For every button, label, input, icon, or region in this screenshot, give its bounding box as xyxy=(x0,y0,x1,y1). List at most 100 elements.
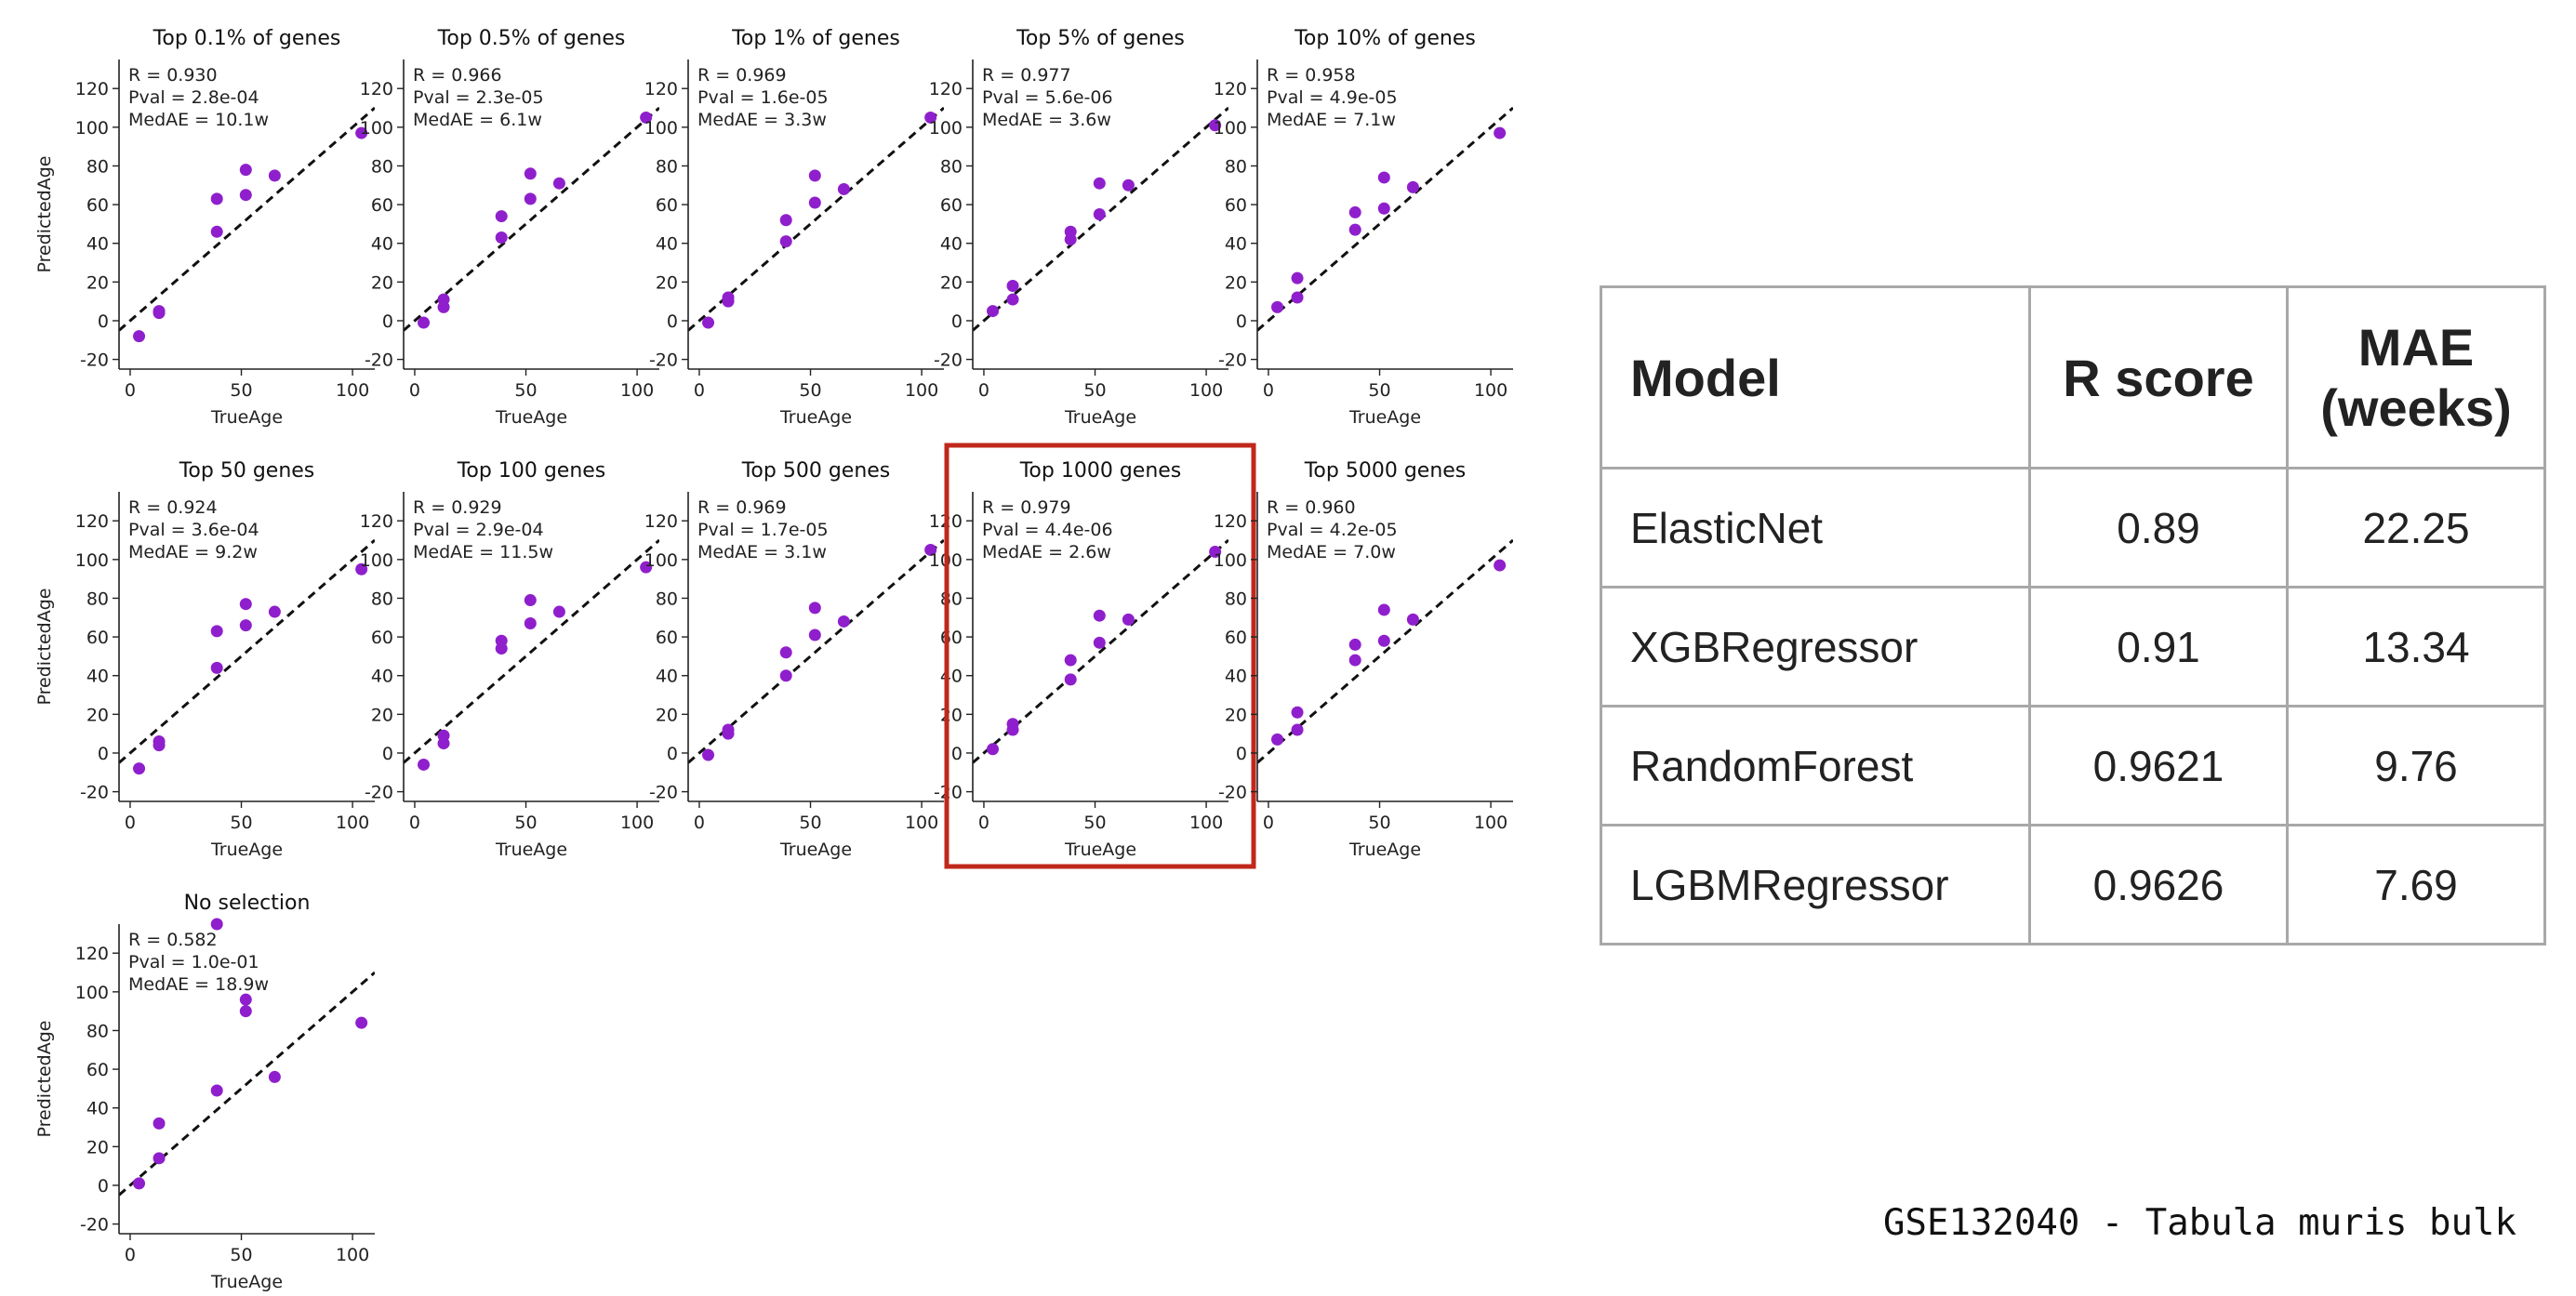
panel-title: Top 50 genes xyxy=(179,459,315,483)
data-point xyxy=(153,305,166,318)
y-tick-label: 120 xyxy=(360,511,393,532)
data-point xyxy=(153,1117,166,1130)
data-point xyxy=(210,918,223,931)
data-point xyxy=(1209,119,1222,132)
x-axis-label: TrueAge xyxy=(1348,407,1421,428)
stat-annotation: Pval = 2.9e-04 xyxy=(413,520,544,540)
y-tick-label: 20 xyxy=(86,1137,109,1157)
data-point xyxy=(808,169,821,182)
data-point xyxy=(239,619,252,632)
stat-annotation: R = 0.969 xyxy=(697,497,787,518)
data-point xyxy=(1406,613,1419,626)
data-point xyxy=(133,1177,146,1190)
y-tick-label: 40 xyxy=(86,667,109,687)
y-tick-label: -20 xyxy=(365,350,393,371)
y-tick-label: 20 xyxy=(940,705,963,725)
data-point xyxy=(495,231,508,244)
data-point xyxy=(808,196,821,209)
y-tick-label: 0 xyxy=(382,744,393,764)
data-point xyxy=(1271,300,1284,313)
x-axis-label: TrueAge xyxy=(210,1272,283,1292)
y-tick-label: 0 xyxy=(382,311,393,332)
data-point xyxy=(418,316,431,329)
scatter-panel: Top 5000 genes -20 0 20 40 60 80 100 120 0 50 100 Tr… xyxy=(1214,459,1513,860)
data-point xyxy=(1377,202,1390,215)
y-axis-label: PredictedAge xyxy=(34,588,55,706)
data-point xyxy=(1006,718,1019,731)
stat-annotation: R = 0.979 xyxy=(982,497,1071,518)
x-axis-label: TrueAge xyxy=(1348,840,1421,860)
stat-annotation: Pval = 4.2e-05 xyxy=(1267,520,1398,540)
y-tick-label: 80 xyxy=(1225,156,1247,177)
x-tick-label: 50 xyxy=(1083,813,1106,833)
x-tick-label: 50 xyxy=(1368,813,1390,833)
stat-annotation: Pval = 2.8e-04 xyxy=(128,87,259,108)
x-tick-label: 100 xyxy=(336,1245,369,1265)
y-tick-label: 0 xyxy=(667,311,678,332)
data-point xyxy=(268,605,281,618)
y-tick-label: 60 xyxy=(371,195,393,216)
y-tick-label: -20 xyxy=(80,1215,109,1236)
x-tick-label: 100 xyxy=(905,380,938,401)
y-tick-label: 40 xyxy=(1225,234,1247,255)
x-tick-label: 50 xyxy=(230,813,252,833)
y-tick-label: 20 xyxy=(86,272,109,293)
data-point xyxy=(1006,280,1019,293)
data-point xyxy=(1006,293,1019,306)
identity-line xyxy=(404,106,659,332)
model-results-table: Model R score MAE (weeks) ElasticNet 0.8… xyxy=(1600,285,2546,946)
y-tick-label: 0 xyxy=(98,1176,109,1197)
data-point xyxy=(1064,654,1077,667)
data-point xyxy=(210,661,223,674)
y-tick-label: 40 xyxy=(656,234,678,255)
panel-title: Top 1% of genes xyxy=(731,27,900,50)
data-point xyxy=(524,594,537,607)
data-point xyxy=(1494,126,1507,139)
y-tick-label: 80 xyxy=(940,588,963,609)
data-point xyxy=(1093,177,1106,190)
y-tick-label: 60 xyxy=(656,195,678,216)
x-tick-label: 0 xyxy=(125,1245,136,1265)
data-point xyxy=(524,617,537,630)
x-tick-label: 0 xyxy=(1263,813,1274,833)
data-point xyxy=(210,192,223,205)
x-tick-label: 100 xyxy=(620,813,654,833)
stat-annotation: MedAE = 3.3w xyxy=(697,110,827,130)
stat-annotation: R = 0.924 xyxy=(128,497,218,518)
cell-r-score: 0.9626 xyxy=(2028,824,2289,946)
data-point xyxy=(1093,208,1106,220)
scatter-panel: Top 0.1% of genes -20 0 20 40 60 80 100 120 0 50 10… xyxy=(34,27,375,428)
y-tick-label: 80 xyxy=(940,156,963,177)
data-point xyxy=(210,625,223,638)
data-point xyxy=(437,729,450,742)
cell-mae: 7.69 xyxy=(2286,824,2546,946)
x-tick-label: 0 xyxy=(694,380,705,401)
data-point xyxy=(239,598,252,611)
scatter-panel: Top 5% of genes -20 0 20 40 60 80 100 120 0 50 100 T… xyxy=(929,27,1228,428)
y-tick-label: 20 xyxy=(371,705,393,725)
data-point xyxy=(779,669,792,682)
table-row: XGBRegressor 0.91 13.34 xyxy=(1600,586,2546,708)
data-point xyxy=(210,225,223,238)
x-axis-label: TrueAge xyxy=(1064,407,1136,428)
y-tick-label: 20 xyxy=(656,272,678,293)
x-tick-label: 50 xyxy=(230,380,252,401)
cell-mae: 13.34 xyxy=(2286,586,2546,708)
stat-annotation: Pval = 2.3e-05 xyxy=(413,87,544,108)
panel-title: No selection xyxy=(184,892,311,915)
data-point xyxy=(987,743,1000,756)
stat-annotation: Pval = 5.6e-06 xyxy=(982,87,1113,108)
y-tick-label: 100 xyxy=(929,118,963,139)
y-tick-label: 40 xyxy=(86,234,109,255)
stat-annotation: MedAE = 7.1w xyxy=(1267,110,1396,130)
scatter-panel: Top 10% of genes -20 0 20 40 60 80 100 120 0 50 100… xyxy=(1214,27,1513,428)
data-point xyxy=(1348,638,1361,651)
stat-annotation: R = 0.929 xyxy=(413,497,502,518)
y-tick-label: 60 xyxy=(86,628,109,648)
x-tick-label: 0 xyxy=(409,813,420,833)
data-point xyxy=(1377,634,1390,647)
data-point xyxy=(153,734,166,747)
data-point xyxy=(355,1016,368,1029)
scatter-panel: No selection -20 0 20 40 60 80 100 120 0 50 100 True… xyxy=(34,892,375,1292)
y-tick-label: 100 xyxy=(1214,550,1247,571)
